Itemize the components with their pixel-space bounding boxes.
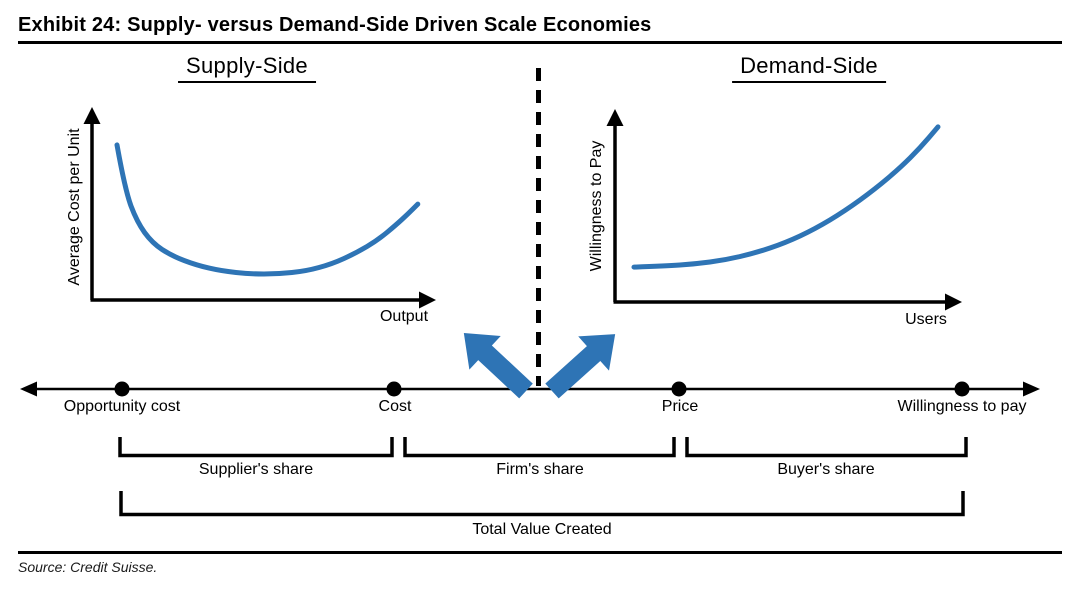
- bracket-buyer-share: [685, 437, 968, 458]
- supply-curve: [114, 142, 421, 277]
- firm-share-label: Firm's share: [496, 461, 584, 478]
- demand-side-heading: Demand-Side: [732, 53, 886, 83]
- value-label-opportunity-cost: Opportunity cost: [63, 398, 181, 415]
- value-point-willingness-to-pay: [954, 381, 970, 397]
- supply-side-heading: Supply-Side: [178, 53, 316, 83]
- value-point-opportunity-cost: [114, 381, 130, 397]
- title-divider: [18, 41, 1062, 44]
- value-label-cost: Cost: [378, 398, 412, 415]
- buyer-share-label: Buyer's share: [777, 461, 875, 478]
- demand-x-axis-label: Users: [905, 311, 947, 328]
- value-point-cost: [386, 381, 402, 397]
- demand-chart-axes: [613, 124, 947, 304]
- bracket-supplier-share: [118, 437, 394, 458]
- bottom-divider: [18, 551, 1062, 554]
- demand-y-axis-arrowhead-icon: [606, 109, 624, 126]
- value-line-left-arrowhead-icon: [20, 381, 37, 397]
- supply-x-axis-arrowhead-icon: [419, 291, 436, 309]
- arrow-up-right-icon: [545, 334, 616, 399]
- value-line-right-arrowhead-icon: [1023, 381, 1040, 397]
- demand-curve: [631, 124, 941, 270]
- supply-chart-axes: [90, 122, 421, 302]
- exhibit-title: Exhibit 24: Supply- versus Demand-Side D…: [18, 14, 652, 36]
- value-point-price: [671, 381, 687, 397]
- total-value-created-label: Total Value Created: [472, 521, 612, 538]
- supply-x-axis-label: Output: [379, 308, 429, 325]
- bracket-total-value: [119, 491, 965, 517]
- value-label-willingness-to-pay: Willingness to pay: [897, 398, 1027, 415]
- arrow-up-left-icon: [463, 333, 533, 399]
- supplier-share-label: Supplier's share: [198, 461, 314, 478]
- demand-x-axis-arrowhead-icon: [945, 293, 962, 311]
- supply-y-axis-arrowhead-icon: [83, 107, 101, 124]
- bracket-firm-share: [403, 437, 676, 458]
- demand-y-axis-label: Willingness to Pay: [588, 140, 605, 272]
- supply-y-axis-label: Average Cost per Unit: [66, 128, 83, 286]
- source-note: Source: Credit Suisse.: [18, 559, 158, 575]
- value-label-price: Price: [661, 398, 699, 415]
